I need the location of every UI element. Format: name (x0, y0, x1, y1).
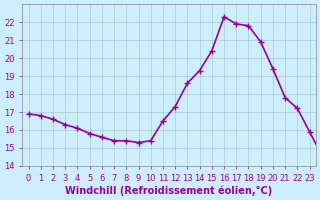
X-axis label: Windchill (Refroidissement éolien,°C): Windchill (Refroidissement éolien,°C) (65, 185, 273, 196)
